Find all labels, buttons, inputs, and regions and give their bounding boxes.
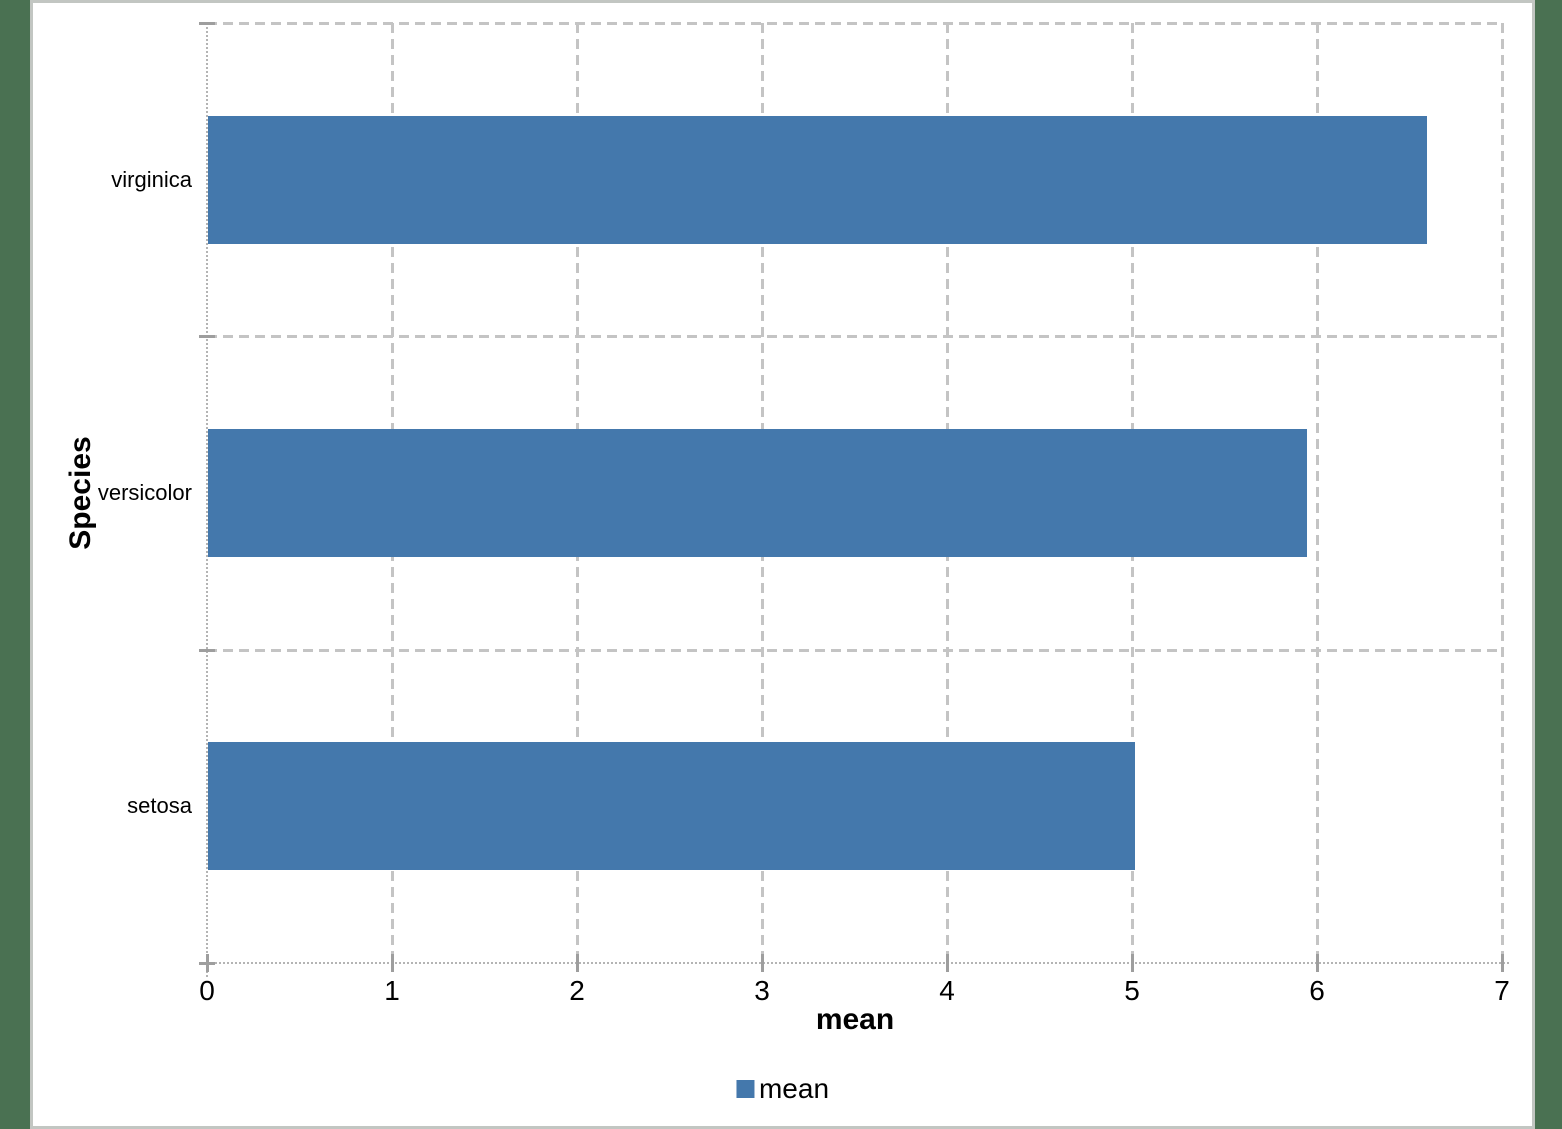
x-axis-tick-6 xyxy=(1316,954,1319,972)
x-tick-label-3: 3 xyxy=(754,975,770,1006)
x-axis-tick-3 xyxy=(761,954,764,972)
bar-virginica[interactable] xyxy=(208,116,1427,244)
y-axis-line xyxy=(206,23,208,977)
bar-versicolor[interactable] xyxy=(208,429,1307,557)
category-label-setosa: setosa xyxy=(127,793,192,818)
x-axis-tick-4 xyxy=(946,954,949,972)
gridline-v-6 xyxy=(1316,23,1319,963)
legend-swatch-mean[interactable] xyxy=(735,1080,754,1098)
gridline-v-7 xyxy=(1501,23,1504,963)
x-tick-label-4: 4 xyxy=(939,975,955,1006)
x-axis-line xyxy=(199,962,1510,964)
bar-setosa[interactable] xyxy=(208,742,1135,870)
x-axis-title: mean xyxy=(815,1003,895,1036)
x-tick-label-2: 2 xyxy=(569,975,585,1006)
x-tick-label-0: 0 xyxy=(199,975,215,1006)
category-label-virginica: virginica xyxy=(111,167,192,192)
x-tick-label-5: 5 xyxy=(1124,975,1140,1006)
x-axis-tick-1 xyxy=(391,954,394,972)
x-tick-label-7: 7 xyxy=(1494,975,1510,1006)
x-axis-tick-5 xyxy=(1131,954,1134,972)
category-label-versicolor: versicolor xyxy=(97,480,192,505)
y-axis-tick-3 xyxy=(199,962,215,965)
legend-label-mean[interactable]: mean xyxy=(758,1073,830,1104)
y-axis-tick-0 xyxy=(199,22,215,25)
y-axis-title: Species xyxy=(64,436,97,550)
chart-canvas: virginica versicolor setosa 0 1 2 3 4 5 6 7 Speci… xyxy=(30,0,1535,1129)
legend[interactable]: mean xyxy=(735,1073,830,1105)
plot-area xyxy=(199,22,1510,977)
x-tick-label-1: 1 xyxy=(384,975,400,1006)
x-axis-tick-7 xyxy=(1501,954,1504,972)
x-tick-label-6: 6 xyxy=(1309,975,1325,1006)
y-axis-tick-1 xyxy=(199,335,215,338)
gridline-h-0 xyxy=(207,22,1502,25)
y-axis-tick-2 xyxy=(199,649,215,652)
gridline-h-1 xyxy=(207,335,1502,338)
gridline-h-2 xyxy=(207,649,1502,652)
x-axis-tick-2 xyxy=(576,954,579,972)
